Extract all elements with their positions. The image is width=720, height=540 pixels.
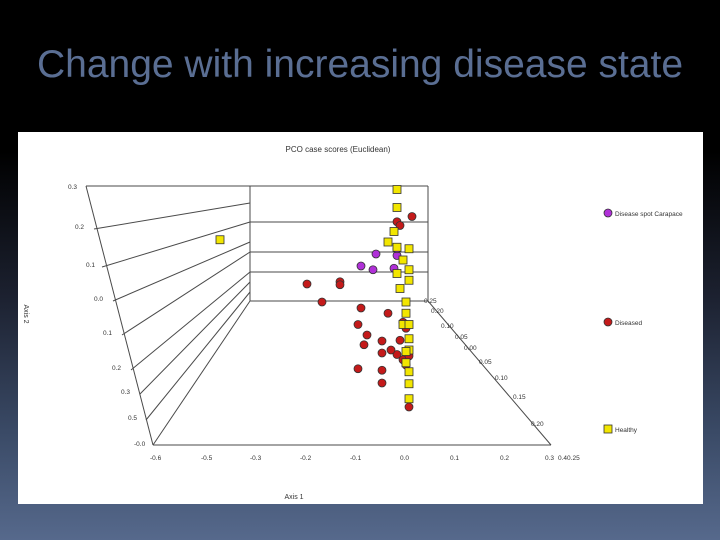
x-tick-label: 0.40.25 bbox=[558, 455, 580, 462]
z-tick-label: 0.20 bbox=[431, 308, 444, 315]
z-tick-label: 0.05 bbox=[479, 359, 492, 366]
data-point-healthy bbox=[398, 255, 408, 265]
x-tick-label: -0.5 bbox=[201, 455, 213, 462]
data-point-diseased bbox=[392, 350, 402, 359]
box-frame bbox=[85, 185, 552, 446]
chart-title: PCO case scores (Euclidean) bbox=[286, 145, 391, 154]
data-point-healthy bbox=[404, 367, 414, 377]
data-point-diseased bbox=[362, 330, 372, 340]
data-point-healthy bbox=[401, 358, 411, 368]
legend-marker-healthy bbox=[603, 424, 613, 434]
slide-title: Change with increasing disease state bbox=[36, 43, 684, 86]
z-tick-label: 0.10 bbox=[441, 323, 454, 330]
data-point-healthy bbox=[392, 242, 402, 252]
x-tick-label: -0.6 bbox=[150, 455, 162, 462]
x-tick-label: -0.2 bbox=[300, 455, 312, 462]
data-points bbox=[215, 185, 417, 412]
pco-chart: 0.3 0.2 0.1 0.0 0.1 0.2 0.3 0.5 -0.0 -0.6 -0.5 -0.3… bbox=[22, 145, 683, 501]
data-point-healthy bbox=[404, 244, 414, 254]
x-tick-label: 0.0 bbox=[400, 455, 409, 462]
y-tick-label: 0.3 bbox=[121, 389, 130, 396]
data-point-diseased bbox=[353, 364, 363, 374]
y-tick-label: -0.0 bbox=[134, 441, 146, 448]
data-point-healthy bbox=[404, 379, 414, 389]
data-point-diseased bbox=[302, 279, 312, 289]
y-tick-label: 0.2 bbox=[75, 224, 84, 231]
data-point-diseased bbox=[317, 297, 327, 307]
data-point-diseased bbox=[404, 402, 414, 412]
data-point-healthy bbox=[404, 334, 414, 344]
data-point-disease-spot-carapace bbox=[371, 249, 381, 259]
z-tick-label: 0.00 bbox=[464, 345, 477, 352]
y-tick-label: 0.1 bbox=[103, 330, 112, 337]
data-point-healthy bbox=[395, 284, 405, 293]
grid-line bbox=[101, 221, 251, 268]
y-tick-label: 0.3 bbox=[68, 184, 77, 191]
legend-marker-disease-spot-carapace bbox=[603, 208, 613, 218]
tick-labels: 0.3 0.2 0.1 0.0 0.1 0.2 0.3 0.5 -0.0 -0.6 -0.5 -0.3… bbox=[68, 184, 580, 462]
z-tick-label: 0.10 bbox=[495, 375, 508, 382]
grid-line bbox=[139, 281, 251, 395]
data-point-diseased bbox=[377, 336, 387, 346]
x-tick-label: -0.3 bbox=[250, 455, 262, 462]
data-point-healthy bbox=[389, 227, 399, 236]
grid-line bbox=[121, 251, 251, 336]
legend-marker-diseased bbox=[603, 317, 613, 327]
legend: Disease spot Carapace Diseased Healthy bbox=[603, 208, 683, 434]
legend-label: Diseased bbox=[615, 320, 642, 327]
data-point-healthy bbox=[383, 237, 393, 247]
y-axis-label: Axis 2 bbox=[22, 304, 29, 323]
data-point-healthy bbox=[404, 320, 414, 329]
x-axis-label: Axis 1 bbox=[284, 494, 303, 501]
x-tick-label: 0.3 bbox=[545, 455, 554, 462]
frame-edge bbox=[427, 300, 552, 446]
data-point-healthy bbox=[401, 308, 411, 318]
data-point-diseased bbox=[383, 308, 393, 318]
grid-line bbox=[152, 300, 251, 446]
pco-plot-panel: 0.3 0.2 0.1 0.0 0.1 0.2 0.3 0.5 -0.0 -0.6 -0.5 -0.3… bbox=[18, 132, 703, 504]
data-point-healthy bbox=[392, 185, 402, 194]
data-point-healthy bbox=[404, 275, 414, 285]
data-point-diseased bbox=[386, 345, 396, 355]
legend-label: Healthy bbox=[615, 427, 638, 434]
x-tick-label: -0.1 bbox=[350, 455, 362, 462]
data-point-disease-spot-carapace bbox=[356, 261, 366, 271]
x-tick-label: 0.1 bbox=[450, 455, 459, 462]
data-point-diseased bbox=[407, 212, 417, 221]
data-point-healthy bbox=[392, 203, 402, 212]
data-point-diseased bbox=[353, 320, 363, 329]
data-point-healthy bbox=[215, 235, 225, 245]
y-tick-label: 0.1 bbox=[86, 262, 95, 269]
data-point-diseased bbox=[335, 280, 345, 290]
data-point-healthy bbox=[401, 347, 411, 356]
data-point-healthy bbox=[404, 265, 414, 275]
grid-line bbox=[145, 291, 251, 421]
data-point-diseased bbox=[377, 365, 387, 375]
z-tick-label: 0.15 bbox=[513, 394, 526, 401]
data-point-diseased bbox=[377, 348, 387, 358]
data-point-healthy bbox=[392, 269, 402, 278]
grid-line bbox=[93, 202, 251, 230]
grid-line bbox=[130, 271, 251, 371]
data-point-diseased bbox=[395, 335, 405, 345]
data-point-healthy bbox=[401, 297, 411, 307]
y-tick-label: 0.2 bbox=[112, 365, 121, 372]
data-point-diseased bbox=[377, 378, 387, 388]
z-tick-label: 0.25 bbox=[424, 298, 437, 305]
z-tick-label: 0.05 bbox=[455, 334, 468, 341]
x-tick-label: 0.2 bbox=[500, 455, 509, 462]
grid-line bbox=[112, 241, 251, 302]
y-tick-label: 0.5 bbox=[128, 415, 137, 422]
data-point-diseased bbox=[356, 303, 366, 313]
data-point-healthy bbox=[404, 394, 414, 404]
z-tick-label: 0.20 bbox=[531, 421, 544, 428]
frame-edge bbox=[85, 185, 154, 446]
data-point-disease-spot-carapace bbox=[368, 265, 378, 275]
legend-label: Disease spot Carapace bbox=[615, 211, 683, 218]
y-tick-label: 0.0 bbox=[94, 296, 103, 303]
data-point-diseased bbox=[359, 340, 369, 350]
